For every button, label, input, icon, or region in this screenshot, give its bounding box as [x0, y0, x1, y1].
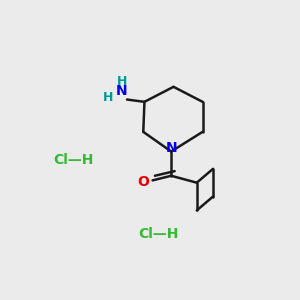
Text: Cl—H: Cl—H — [138, 226, 178, 241]
Text: H: H — [117, 74, 128, 88]
Text: N: N — [165, 141, 177, 155]
Text: H: H — [103, 91, 114, 104]
Text: O: O — [137, 175, 149, 188]
Text: N: N — [116, 84, 127, 98]
Text: Cl—H: Cl—H — [53, 153, 94, 166]
